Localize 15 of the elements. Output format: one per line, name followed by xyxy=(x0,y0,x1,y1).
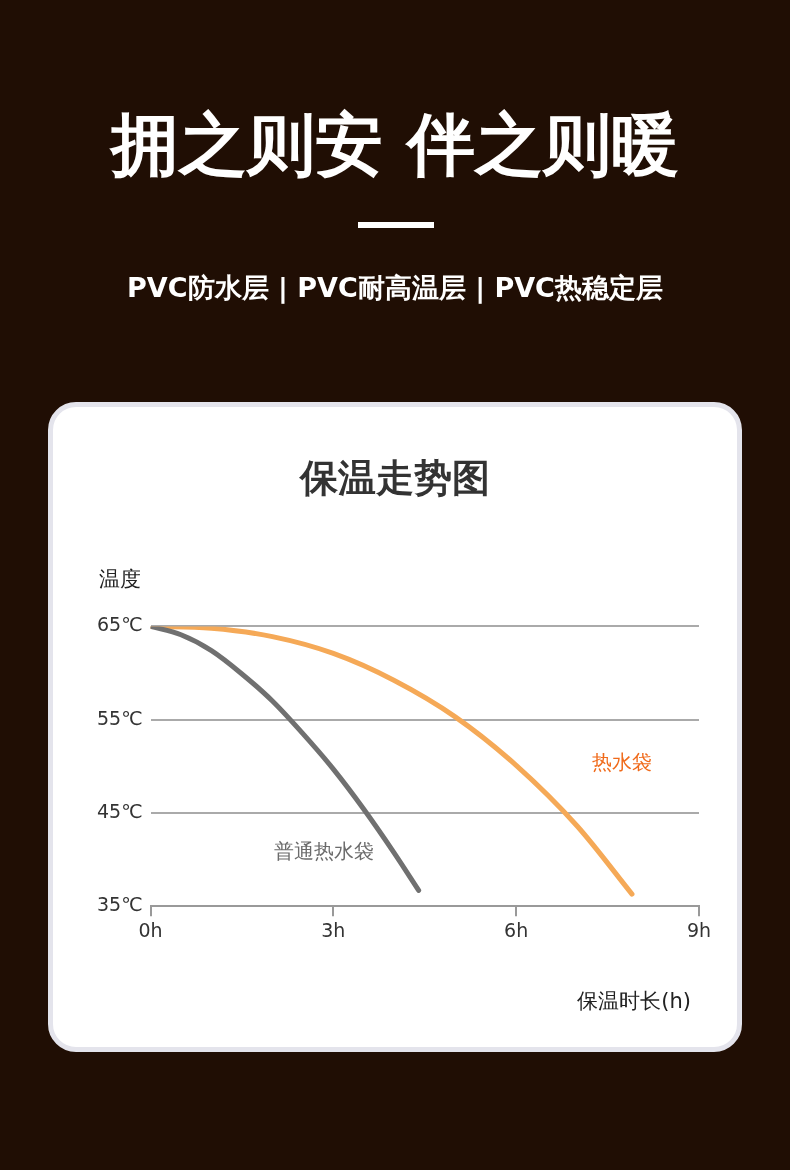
x-tick-label: 9h xyxy=(686,918,712,941)
text: PVC防水层 | PVC耐高温层 | PVC热稳定层 xyxy=(126,271,664,306)
y-tick-label: 45℃ xyxy=(97,799,143,822)
x-tick-label: 3h xyxy=(321,918,346,941)
series-label: 普通热水袋 xyxy=(273,839,374,864)
text: 拥之则安 伴之则暖 xyxy=(108,104,680,186)
x-axis-title: 保温时长(h) xyxy=(577,988,691,1015)
y-tick-label: 55℃ xyxy=(97,706,143,729)
x-tick-label: 0h xyxy=(138,918,163,941)
text: 热水袋 xyxy=(591,750,652,775)
chart-title: 保温走势图 xyxy=(298,455,491,502)
y-axis-title: 温度 xyxy=(99,566,141,593)
y-tick-label: 65℃ xyxy=(97,613,143,636)
y-tick-label: 35℃ xyxy=(97,893,143,916)
x-tick-label: 6h xyxy=(504,918,529,941)
